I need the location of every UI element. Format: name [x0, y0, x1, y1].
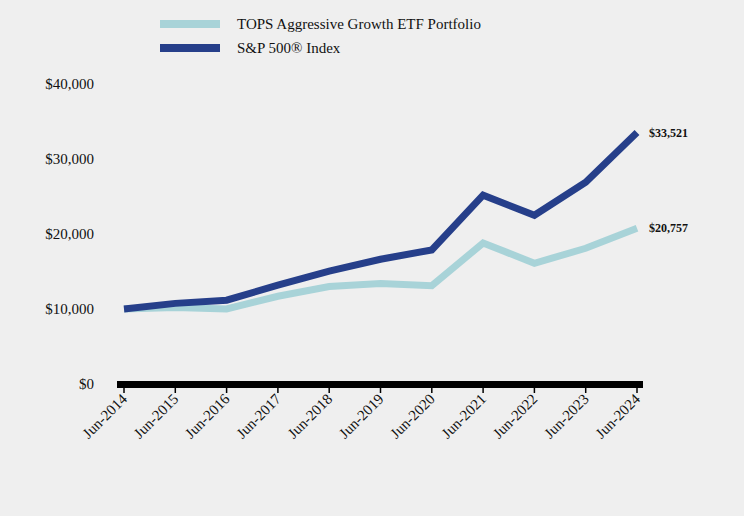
y-tick-label: $20,000: [45, 226, 94, 242]
chart: TOPS Aggressive Growth ETF Portfolio S&P …: [0, 0, 744, 516]
x-tick: [482, 388, 484, 393]
x-tick-label: Jun-2021: [438, 391, 489, 442]
x-tick: [534, 388, 536, 393]
legend: TOPS Aggressive Growth ETF Portfolio S&P …: [160, 16, 481, 56]
x-tick-label: Jun-2014: [79, 390, 130, 441]
x-tick-label: Jun-2018: [285, 391, 336, 442]
y-tick: [113, 309, 117, 310]
x-tick: [277, 388, 279, 393]
y-tick: [113, 384, 117, 385]
x-tick-label: Jun-2024: [592, 390, 643, 441]
x-tick-label: Jun-2023: [541, 391, 592, 442]
x-tick: [175, 388, 177, 393]
x-tick-label: Jun-2017: [233, 390, 284, 441]
x-tick-label: Jun-2015: [131, 391, 182, 442]
x-tick-label: Jun-2016: [182, 390, 233, 441]
x-tick-label: Jun-2020: [387, 391, 438, 442]
y-tick: [113, 234, 117, 235]
y-tick-label: $0: [79, 376, 94, 392]
x-tick: [226, 388, 228, 393]
series-line: [124, 228, 637, 309]
x-tick: [328, 388, 330, 393]
series-lines: [124, 133, 637, 309]
y-axis: $0 $10,000 $20,000 $30,000 $40,000: [45, 76, 117, 392]
y-tick: [113, 84, 117, 85]
x-axis-line: [117, 381, 643, 388]
legend-label: TOPS Aggressive Growth ETF Portfolio: [237, 16, 481, 32]
x-tick: [636, 388, 638, 393]
x-tick-label: Jun-2019: [336, 391, 387, 442]
x-tick: [585, 388, 587, 393]
data-labels: $20,757 $33,521: [649, 126, 688, 236]
y-tick-label: $10,000: [45, 301, 94, 317]
x-tick: [431, 388, 433, 393]
series-line: [124, 133, 637, 309]
legend-swatch: [160, 44, 220, 52]
data-label: $20,757: [649, 221, 688, 235]
y-tick: [113, 159, 117, 160]
legend-swatch: [160, 20, 220, 28]
y-axis-line: [117, 84, 118, 384]
x-axis: Jun-2014Jun-2015Jun-2016Jun-2017Jun-2018…: [79, 381, 643, 442]
y-tick-label: $30,000: [45, 151, 94, 167]
x-tick: [123, 388, 125, 393]
x-tick-label: Jun-2022: [490, 391, 541, 442]
legend-label: S&P 500® Index: [237, 40, 341, 56]
y-tick-label: $40,000: [45, 76, 94, 92]
data-label: $33,521: [649, 126, 688, 140]
x-tick: [380, 388, 382, 393]
